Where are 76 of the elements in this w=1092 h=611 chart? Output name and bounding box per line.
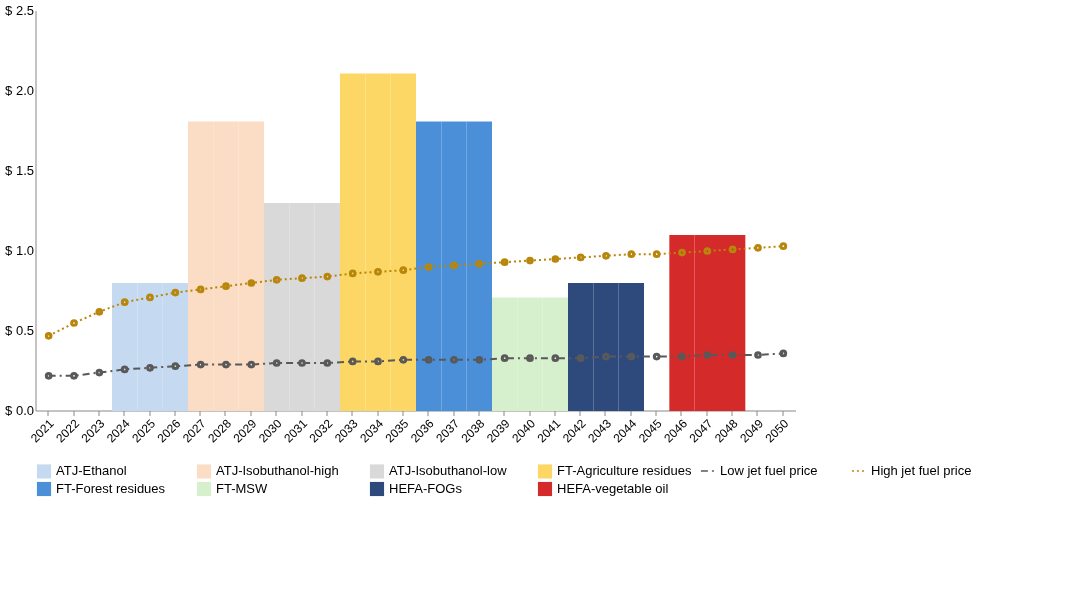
- point: [627, 250, 636, 259]
- point: [500, 258, 509, 267]
- point: [298, 359, 306, 367]
- point: [44, 331, 53, 340]
- point: [475, 259, 484, 268]
- legend-label: ATJ-Ethanol: [56, 463, 127, 479]
- point: [146, 293, 154, 302]
- point: [652, 250, 661, 259]
- y-tick-label: $ 1.0: [5, 243, 34, 258]
- y-tick-label: $ 1.5: [5, 163, 34, 178]
- point: [602, 352, 610, 361]
- point: [120, 365, 129, 374]
- point: [272, 359, 281, 367]
- point: [196, 285, 205, 294]
- y-tick-label: $ 2.5: [5, 3, 34, 18]
- point: [526, 256, 534, 265]
- point: [450, 355, 458, 364]
- point: [120, 298, 129, 307]
- point: [399, 355, 408, 364]
- point: [754, 243, 762, 252]
- point: [424, 355, 433, 364]
- point: [95, 307, 104, 316]
- point: [171, 288, 180, 297]
- point: [728, 351, 737, 359]
- point: [627, 352, 636, 361]
- point: [450, 261, 458, 270]
- point: [323, 359, 332, 367]
- legend-label: FT-Forest residues: [56, 481, 166, 496]
- legend-label: FT-MSW: [216, 481, 268, 496]
- point: [703, 351, 712, 359]
- legend-label: ATJ-Isobuthanol-high: [216, 463, 339, 479]
- point: [678, 352, 686, 361]
- point: [678, 248, 686, 257]
- point: [247, 279, 256, 287]
- point: [44, 371, 53, 380]
- point: [298, 274, 306, 283]
- point: [424, 263, 433, 271]
- point: [399, 266, 408, 275]
- point: [374, 357, 382, 366]
- y-tick-label: $ 2.0: [5, 83, 34, 98]
- point: [323, 272, 332, 281]
- y-tick-label: $ 0.0: [5, 403, 34, 418]
- point: [222, 282, 230, 291]
- point: [576, 253, 585, 262]
- point: [703, 247, 712, 255]
- point: [348, 269, 357, 278]
- legend-label: ATJ-Isobuthanol-low: [389, 463, 508, 479]
- point: [196, 360, 205, 369]
- point: [779, 242, 788, 251]
- point: [526, 354, 534, 363]
- legend-label: High jet fuel price: [871, 463, 972, 478]
- point: [70, 319, 78, 327]
- point: [551, 354, 560, 363]
- point: [171, 362, 180, 371]
- point: [348, 357, 357, 366]
- point: [475, 355, 484, 364]
- point: [272, 275, 281, 284]
- point: [779, 349, 788, 358]
- legend-label: HEFA-FOGs: [389, 481, 463, 496]
- legend-label: Low jet fuel price: [720, 463, 818, 478]
- point: [602, 251, 610, 260]
- point: [247, 360, 256, 369]
- point: [70, 371, 78, 380]
- legend-label: HEFA-vegetable oil: [557, 481, 669, 496]
- point: [728, 245, 737, 254]
- point: [652, 352, 661, 361]
- point: [500, 354, 509, 363]
- point: [95, 368, 104, 377]
- y-tick-label: $ 0.5: [5, 323, 34, 338]
- legend-label: FT-Agriculture residues: [557, 463, 692, 479]
- point: [754, 351, 762, 359]
- point: [374, 267, 382, 276]
- point: [551, 255, 560, 263]
- point: [146, 363, 154, 372]
- point: [222, 360, 230, 369]
- point: [576, 354, 585, 363]
